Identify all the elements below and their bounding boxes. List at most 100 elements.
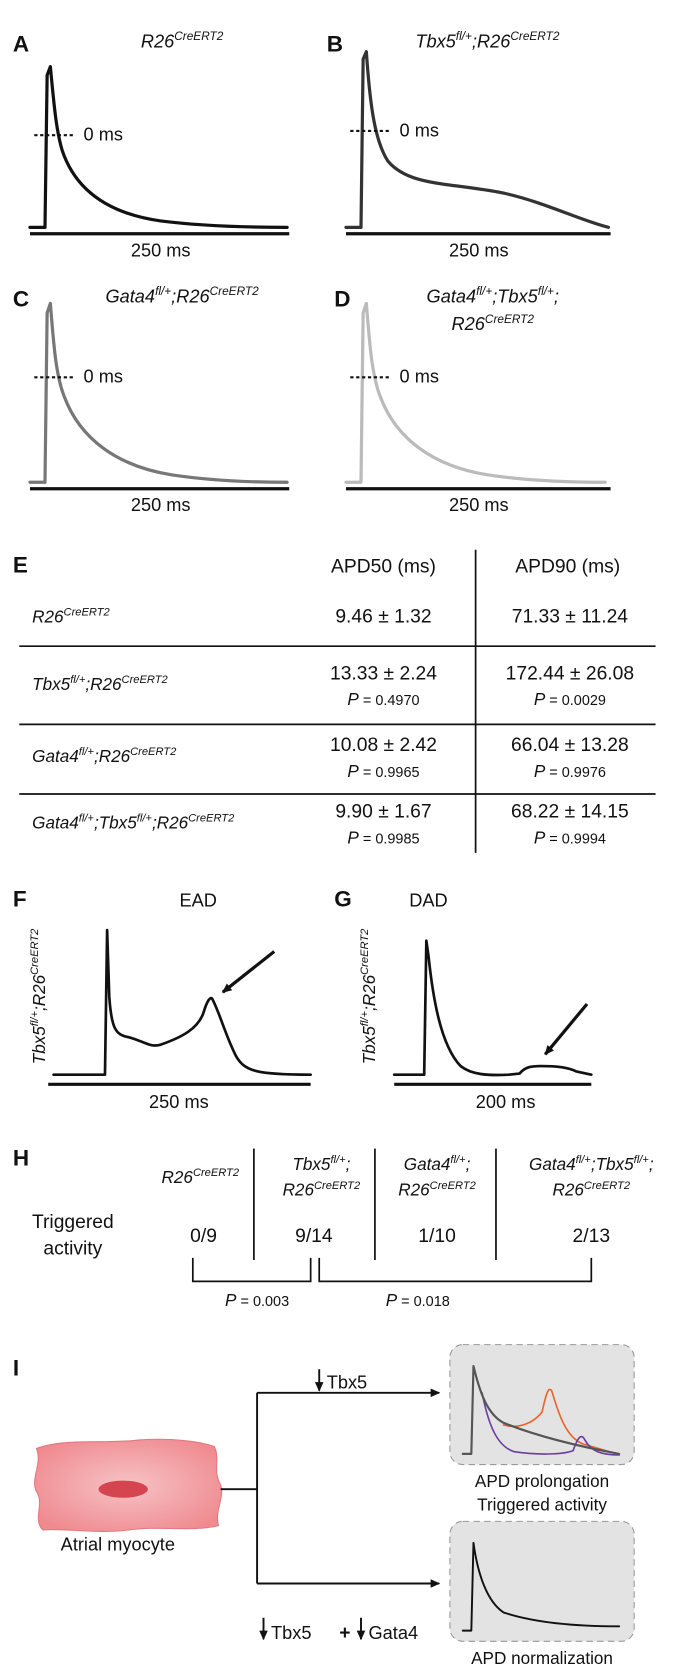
trace-ead xyxy=(52,928,312,1077)
plus-sign: + xyxy=(339,1623,350,1644)
panel-letter: I xyxy=(13,1356,19,1381)
row-genotype: R26CreERT2 xyxy=(32,607,110,627)
count: 1/10 xyxy=(418,1226,456,1247)
p-value-value: = 0.9965 xyxy=(359,765,420,781)
scale-label: 250 ms xyxy=(449,240,509,260)
nucleus xyxy=(98,1480,148,1498)
gene-label: Gata4 xyxy=(368,1623,418,1643)
trace-ylabel-text: Tbx5 xyxy=(29,1026,49,1065)
apd50-value: 13.33 ± 2.24 xyxy=(330,663,437,684)
panel-title-text: ; xyxy=(554,286,559,306)
result-box xyxy=(449,1344,635,1466)
p-value-symbol: P xyxy=(347,689,359,709)
panel-title: Gata4fl/+;Tbx5fl/+; xyxy=(427,284,559,306)
row-label: activity xyxy=(43,1239,102,1260)
row-genotype-sup: CreERT2 xyxy=(64,607,111,619)
panel-letter: D xyxy=(334,287,350,312)
column-header-sup: fl/+ xyxy=(576,1154,592,1166)
scale-label: 250 ms xyxy=(449,495,509,515)
bracket xyxy=(191,1257,312,1283)
panel-letter: A xyxy=(13,32,29,57)
zero-label: 0 ms xyxy=(84,367,123,387)
column-header-sup: CreERT2 xyxy=(314,1180,361,1192)
gene-label: Tbx5 xyxy=(271,1623,311,1643)
row-genotype-text: R26 xyxy=(32,607,64,627)
panel-title-sup: fl/+ xyxy=(538,284,554,298)
panel-title-sup: fl/+ xyxy=(155,284,171,298)
zero-label: 0 ms xyxy=(400,120,439,140)
table-rules xyxy=(19,549,656,853)
row-genotype: Gata4fl/+;Tbx5fl/+;R26CreERT2 xyxy=(32,812,235,832)
row-genotype-text: Gata4 xyxy=(32,812,79,832)
panel-letter: H xyxy=(13,1146,29,1171)
zero-label: 0 ms xyxy=(84,125,123,145)
panel-title: R26CreERT2 xyxy=(141,29,224,51)
trace-ylabel-text: ;R26 xyxy=(359,974,379,1011)
p-value-value: = 0.003 xyxy=(236,1294,289,1310)
trace-ylabel: Tbx5fl/+;R26CreERT2 xyxy=(29,928,49,1064)
panel-title-text: Gata4 xyxy=(427,286,477,306)
trace-ylabel: Tbx5fl/+;R26CreERT2 xyxy=(359,928,379,1064)
panel-title: R26CreERT2 xyxy=(452,312,535,334)
column-header-text: ;Tbx5 xyxy=(591,1154,634,1174)
trace-ylabel-text: Tbx5 xyxy=(359,1026,379,1065)
panel-title-sup: CreERT2 xyxy=(174,29,224,43)
column-header-sup: fl/+ xyxy=(634,1154,650,1166)
p-value-symbol: P xyxy=(534,689,546,709)
p-value-symbol: P xyxy=(534,761,546,781)
row-genotype-text: Gata4 xyxy=(32,746,79,766)
scale-label: 200 ms xyxy=(476,1092,536,1112)
row-genotype-text: ;R26 xyxy=(85,674,122,694)
row-genotype-text: Tbx5 xyxy=(32,674,71,694)
row-label: Triggered xyxy=(32,1212,114,1233)
p-value: P = 0.018 xyxy=(386,1290,450,1310)
panel-title-text: Tbx5 xyxy=(415,31,456,51)
panel-title-text: ;Tbx5 xyxy=(492,286,538,306)
h-rules xyxy=(191,1148,593,1283)
column-header: Tbx5fl/+; xyxy=(292,1154,350,1174)
zero-label: 0 ms xyxy=(400,367,439,387)
trace-d xyxy=(344,301,607,484)
panel-letter: B xyxy=(327,32,343,57)
column-header-text: Gata4 xyxy=(529,1154,576,1174)
p-value-value: = 0.018 xyxy=(397,1294,450,1310)
trace-title: DAD xyxy=(409,890,447,910)
row-genotype-text: ;R26 xyxy=(94,746,131,766)
trace-orange xyxy=(502,1388,620,1455)
row-genotype-text: ;Tbx5 xyxy=(94,812,137,832)
gene-label: Tbx5 xyxy=(327,1373,367,1393)
p-value-value: = 0.9976 xyxy=(545,765,606,781)
p-value: P = 0.9985 xyxy=(347,827,419,847)
column-header-text: Gata4 xyxy=(404,1154,451,1174)
panel-title-sup: CreERT2 xyxy=(210,284,260,298)
panel-title-text: ;R26 xyxy=(472,31,511,51)
column-header-text: R26 xyxy=(553,1180,585,1200)
row-genotype-sup: fl/+ xyxy=(79,746,95,758)
ap-traces xyxy=(28,50,611,491)
p-value: P = 0.9976 xyxy=(534,761,606,781)
trace-ylabel-text: ;R26 xyxy=(29,974,49,1011)
column-header-sup: fl/+ xyxy=(450,1154,466,1166)
column-header-sup: CreERT2 xyxy=(584,1180,631,1192)
row-genotype-sup: fl/+ xyxy=(79,812,95,824)
row-genotype-sup: CreERT2 xyxy=(188,812,235,824)
count: 2/13 xyxy=(573,1226,611,1247)
row-genotype-sup: fl/+ xyxy=(137,812,153,824)
panel-title: Tbx5fl/+;R26CreERT2 xyxy=(415,29,560,51)
outcome-label: APD normalization xyxy=(471,1648,613,1668)
arrow xyxy=(544,1002,589,1056)
p-value-value: = 0.4970 xyxy=(359,693,420,709)
panel-title-sup: fl/+ xyxy=(476,284,492,298)
trace-title: EAD xyxy=(179,890,216,910)
apd50-value: 9.90 ± 1.67 xyxy=(335,802,431,823)
panel-letter: E xyxy=(13,552,28,577)
column-header: APD50 (ms) xyxy=(331,556,436,577)
p-value-symbol: P xyxy=(347,761,359,781)
column-header-text: ; xyxy=(346,1154,351,1174)
p-value-value: = 0.9994 xyxy=(545,831,606,847)
trace-ylabel-sup: CreERT2 xyxy=(29,928,41,975)
row-genotype: Gata4fl/+;R26CreERT2 xyxy=(32,746,177,766)
p-value: P = 0.4970 xyxy=(347,689,419,709)
